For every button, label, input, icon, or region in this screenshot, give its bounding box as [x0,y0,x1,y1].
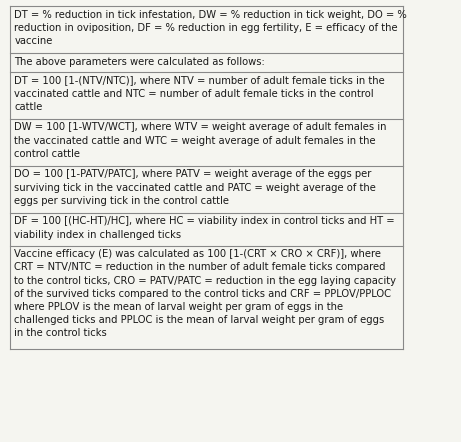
FancyBboxPatch shape [10,246,403,349]
Text: DT = 100 [1-(NTV/NTC)], where NTV = number of adult female ticks in the
vaccinat: DT = 100 [1-(NTV/NTC)], where NTV = numb… [14,76,385,112]
Text: DO = 100 [1-PATV/PATC], where PATV = weight average of the eggs per
surviving ti: DO = 100 [1-PATV/PATC], where PATV = wei… [14,169,376,206]
FancyBboxPatch shape [10,53,403,72]
Text: Vaccine efficacy (E) was calculated as 100 [1-(CRT × CRO × CRF)], where
CRT = NT: Vaccine efficacy (E) was calculated as 1… [14,249,396,339]
Text: DF = 100 [(HC-HT)/HC], where HC = viability index in control ticks and HT =
viab: DF = 100 [(HC-HT)/HC], where HC = viabil… [14,216,395,240]
FancyBboxPatch shape [10,6,403,53]
Text: DW = 100 [1-WTV/WCT], where WTV = weight average of adult females in
the vaccina: DW = 100 [1-WTV/WCT], where WTV = weight… [14,122,387,159]
FancyBboxPatch shape [10,213,403,246]
FancyBboxPatch shape [10,119,403,166]
Text: DT = % reduction in tick infestation, DW = % reduction in tick weight, DO = %
re: DT = % reduction in tick infestation, DW… [14,10,407,46]
Text: The above parameters were calculated as follows:: The above parameters were calculated as … [14,57,265,67]
FancyBboxPatch shape [10,72,403,119]
FancyBboxPatch shape [10,166,403,213]
